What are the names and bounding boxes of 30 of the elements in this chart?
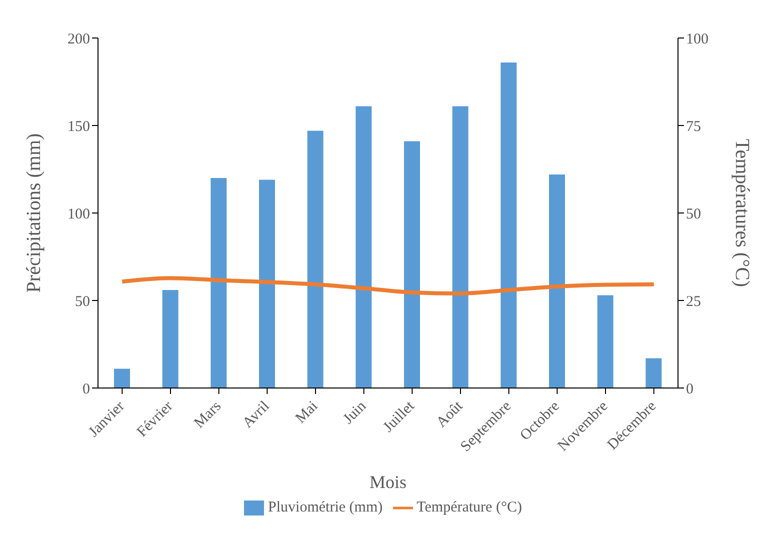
y-tick-label: 150 [68,118,90,135]
bar [356,106,372,388]
bar [114,368,130,388]
line-series [120,276,656,296]
x-axis-title: Mois [369,472,407,492]
y-tick-label: 100 [68,206,90,222]
x-tick-label: Juin [340,398,370,428]
bar [549,174,565,388]
bar [210,178,227,388]
y2-axis-title: Températures (°C) [730,138,753,288]
bar [259,180,275,388]
y-axis-title: Précipitations (mm) [23,133,46,293]
bar [646,358,662,388]
y2-tick-label: 25 [686,294,701,310]
x-tick-label: Mai [292,398,322,427]
bar [597,295,614,388]
y2-tick-label: 75 [686,118,701,135]
bar [500,62,517,388]
y-tick-label: 200 [68,31,90,48]
bar [162,290,178,388]
bar [452,106,468,388]
legend-label: Pluviométrie (mm) [268,499,383,516]
bar [307,130,324,388]
y2-tick-label: 100 [686,31,708,48]
y2-tick-label: 50 [686,206,701,222]
y2-tick-label: 0 [686,381,694,398]
y-tick-label: 50 [75,294,90,310]
y-tick-label: 0 [82,381,90,398]
bar [404,141,420,388]
legend-label: Température (°C) [416,499,522,516]
